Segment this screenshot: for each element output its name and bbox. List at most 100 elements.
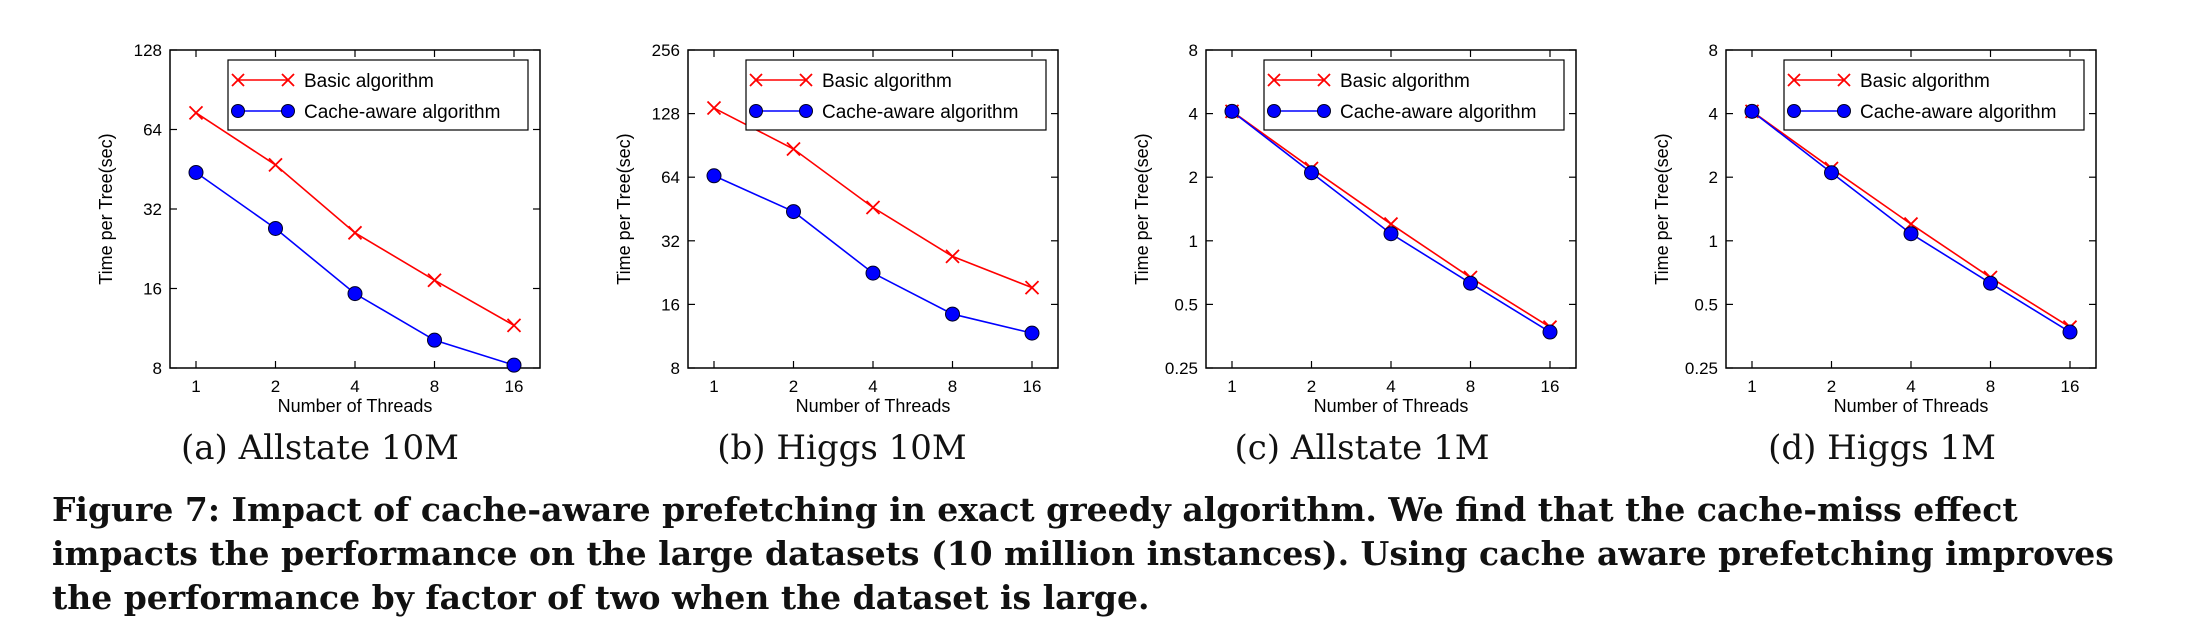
legend-marker-cache-aware-a xyxy=(281,104,295,118)
legend-box-b xyxy=(745,59,1047,131)
y-tick-label-b: 16 xyxy=(661,295,680,314)
point-cache-aware-c xyxy=(1224,103,1240,119)
x-tick-label-a: 16 xyxy=(505,377,524,396)
point-cache-aware-b xyxy=(706,168,722,184)
y-axis-label-c: Time per Tree(sec) xyxy=(1132,133,1152,284)
point-cache-aware-b xyxy=(786,204,801,220)
y-tick-label-b: 32 xyxy=(661,232,680,251)
legend-marker-basic-c xyxy=(1267,73,1281,87)
x-tick-label-d: 4 xyxy=(1906,377,1915,396)
point-cache-aware-d xyxy=(1903,226,1919,242)
x-tick-label-c: 16 xyxy=(1541,377,1560,396)
y-tick-label-b: 128 xyxy=(652,105,680,124)
legend-marker-basic-b xyxy=(799,73,813,87)
x-tick-label-a: 8 xyxy=(430,377,439,396)
y-tick-label-a: 32 xyxy=(143,200,162,219)
point-cache-aware-a xyxy=(268,220,283,236)
y-tick-label-d: 0.25 xyxy=(1685,359,1718,378)
legend-marker-basic-d xyxy=(1787,73,1801,87)
x-tick-label-a: 2 xyxy=(271,377,280,396)
point-cache-aware-c xyxy=(1542,324,1558,340)
legend-marker-cache-aware-d xyxy=(1837,104,1851,118)
legend-marker-basic-d xyxy=(1837,73,1851,87)
x-tick-label-d: 2 xyxy=(1827,377,1836,396)
y-tick-label-c: 0.5 xyxy=(1174,295,1198,314)
x-tick-label-b: 16 xyxy=(1023,377,1042,396)
point-cache-aware-d xyxy=(1744,103,1760,119)
subcaption-d: (d) Higgs 1M xyxy=(1768,428,1996,468)
series-line-cache-aware-a xyxy=(195,171,515,366)
point-basic-a xyxy=(427,273,442,288)
legend-label-basic-c: Basic algorithm xyxy=(1340,71,1470,92)
legend-marker-cache-aware-c xyxy=(1317,104,1331,118)
point-basic-b xyxy=(945,249,960,264)
point-cache-aware-d xyxy=(1983,275,1998,291)
x-tick-label-a: 4 xyxy=(350,377,359,396)
x-axis-label-d: Number of Threads xyxy=(1834,396,1989,416)
y-tick-label-c: 2 xyxy=(1189,168,1198,187)
y-axis-label-a: Time per Tree(sec) xyxy=(96,133,116,284)
y-tick-label-c: 1 xyxy=(1189,232,1198,251)
chart-a: 8 16 32 64 128 1 2 4 8 16 Number of Threads Time pe… xyxy=(96,41,541,416)
series-line-cache-aware-c xyxy=(1231,110,1551,333)
subcaption-b: (b) Higgs 10M xyxy=(717,428,967,468)
legend-box-a xyxy=(227,59,529,131)
point-cache-aware-a xyxy=(188,164,204,180)
point-basic-b xyxy=(706,100,722,116)
x-tick-label-b: 8 xyxy=(948,377,957,396)
point-cache-aware-b xyxy=(1024,325,1040,341)
legend-marker-cache-aware-c xyxy=(1267,104,1281,118)
y-tick-label-b: 256 xyxy=(652,41,680,60)
x-tick-label-a: 1 xyxy=(191,377,200,396)
y-tick-label-c: 4 xyxy=(1189,105,1198,124)
point-cache-aware-b xyxy=(865,265,881,281)
legend-label-basic-a: Basic algorithm xyxy=(304,71,434,92)
legend-label-basic-b: Basic algorithm xyxy=(822,71,952,92)
point-basic-a xyxy=(188,105,204,120)
y-tick-label-c: 8 xyxy=(1189,41,1198,60)
point-cache-aware-d xyxy=(2062,324,2078,340)
x-tick-label-c: 1 xyxy=(1227,377,1236,396)
x-tick-label-d: 8 xyxy=(1986,377,1995,396)
point-basic-a xyxy=(347,225,363,240)
point-basic-a xyxy=(506,318,522,333)
y-tick-label-b: 64 xyxy=(661,168,680,187)
subcaption-c: (c) Allstate 1M xyxy=(1234,428,1490,468)
point-basic-b xyxy=(786,141,801,157)
x-tick-label-c: 2 xyxy=(1307,377,1316,396)
figure-caption: Figure 7: Impact of cache-aware prefetch… xyxy=(52,490,2114,617)
legend-marker-cache-aware-d xyxy=(1787,104,1801,118)
y-tick-label-d: 8 xyxy=(1709,41,1718,60)
x-tick-label-d: 16 xyxy=(2061,377,2080,396)
legend-box-c xyxy=(1263,59,1565,131)
legend-marker-basic-c xyxy=(1317,73,1331,87)
legend-marker-basic-a xyxy=(231,73,245,87)
x-tick-label-b: 4 xyxy=(868,377,877,396)
x-axis-label-b: Number of Threads xyxy=(796,396,951,416)
y-tick-label-a: 128 xyxy=(134,41,162,60)
series-line-basic-d xyxy=(1751,110,2071,328)
point-basic-a xyxy=(268,157,283,173)
y-tick-label-d: 0.5 xyxy=(1694,295,1718,314)
legend-box-d xyxy=(1783,59,2085,131)
legend-marker-cache-aware-b xyxy=(799,104,813,118)
legend-label-cache-aware-b: Cache-aware algorithm xyxy=(822,102,1018,123)
y-tick-label-a: 64 xyxy=(143,121,162,140)
point-basic-b xyxy=(865,200,881,215)
point-cache-aware-b xyxy=(945,306,960,322)
legend-marker-basic-b xyxy=(749,73,763,87)
x-tick-label-b: 2 xyxy=(789,377,798,396)
y-tick-label-c: 0.25 xyxy=(1165,359,1198,378)
y-axis-label-d: Time per Tree(sec) xyxy=(1652,133,1672,284)
point-cache-aware-c xyxy=(1383,226,1399,242)
point-cache-aware-d xyxy=(1824,165,1839,181)
point-cache-aware-c xyxy=(1463,275,1478,291)
y-tick-label-b: 8 xyxy=(671,359,680,378)
x-tick-label-b: 1 xyxy=(709,377,718,396)
legend-label-cache-aware-c: Cache-aware algorithm xyxy=(1340,102,1536,123)
chart-b: 8 16 32 64 128 256 1 2 4 8 16 Number of Threads Time… xyxy=(614,41,1059,416)
y-axis-label-b: Time per Tree(sec) xyxy=(614,133,634,284)
y-tick-label-a: 8 xyxy=(153,359,162,378)
